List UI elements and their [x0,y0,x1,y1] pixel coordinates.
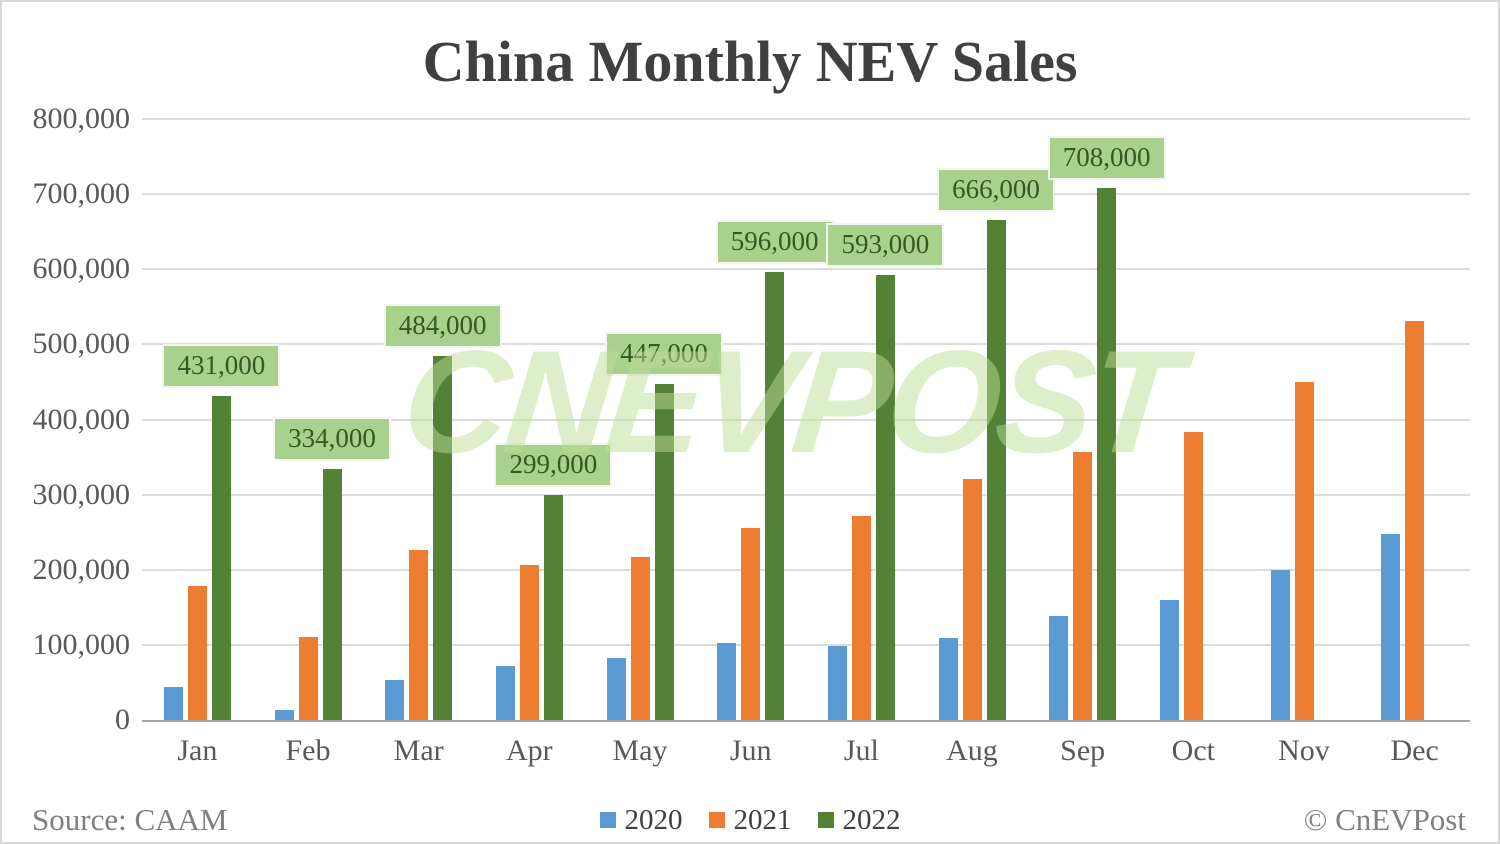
bar-2022-jan [211,396,231,720]
bar-2021-jan [187,585,207,720]
bar-2021-oct [1183,432,1203,720]
legend-swatch-2021 [708,812,725,828]
x-tick-label-jun: Jun [729,734,772,767]
legend-swatch-2020 [599,812,616,828]
y-tick-label: 800,000 [32,102,131,135]
legend-item-2021: 2021 [708,802,792,838]
x-tick-label-dec: Dec [1390,734,1439,767]
bar-2022-may [654,384,674,720]
bar-2020-jan [163,686,183,720]
bar-2021-apr [519,565,539,720]
bar-2020-oct [1159,599,1179,720]
gridline [142,268,1470,271]
footer-row: 2020 2021 2022 Source: CAAM © CnEVPost [2,800,1498,840]
bar-2022-apr [543,495,563,720]
data-label-2022-sep: 708,000 [1047,136,1166,181]
y-tick-label: 700,000 [32,177,131,211]
bar-2020-dec [1381,533,1401,720]
bar-2022-feb [322,469,342,720]
bar-2020-jun [717,643,737,720]
gridline [142,643,1470,646]
x-tick-label-apr: Apr [506,734,553,767]
bar-2020-apr [495,665,515,720]
gridline [142,418,1470,421]
plot-area: 431,000 334,000 484,000 299,000 447,000 596,0… [142,118,1470,722]
gridline [142,493,1470,496]
bar-2020-may [606,658,626,720]
x-tick-label-sep: Sep [1060,734,1106,767]
bar-2022-aug [986,219,1006,720]
x-tick-label-jul: Jul [843,734,879,767]
bar-2021-feb [298,637,318,720]
y-tick-label: 300,000 [32,477,131,511]
data-label-2022-jul: 593,000 [826,222,945,267]
data-label-2022-aug: 666,000 [937,167,1055,212]
x-tick-label-nov: Nov [1278,734,1330,767]
bar-2021-aug [962,478,982,720]
bar-2022-sep [1097,188,1117,720]
bar-2020-jul [827,646,847,720]
gridline [142,568,1470,571]
data-label-2022-feb: 334,000 [273,417,391,462]
legend-swatch-2022 [817,812,834,828]
x-tick-label-mar: Mar [393,734,444,767]
bar-2021-jun [741,527,761,720]
bar-2022-mar [433,356,453,720]
x-tick-label-oct: Oct [1171,734,1215,767]
data-label-2022-mar: 484,000 [383,304,502,349]
y-tick-label: 600,000 [32,252,131,286]
x-tick-label-aug: Aug [946,734,998,767]
legend: 2020 2021 2022 [2,800,1498,840]
data-label-2022-jun: 596,000 [715,220,834,265]
x-axis-line [142,720,1470,722]
x-tick-label-may: May [612,734,668,767]
legend-label-2021: 2021 [733,804,792,836]
bar-2021-may [630,556,650,720]
bar-2020-mar [385,680,405,720]
copyright-label: © CnEVPost [1303,802,1466,837]
data-label-2022-apr: 299,000 [494,443,613,488]
y-tick-label: 0 [115,703,130,736]
bar-2021-nov [1294,381,1314,720]
source-label: Source: CAAM [32,802,228,837]
bar-2022-jun [765,272,785,720]
bar-2020-sep [1049,616,1069,720]
y-tick-label: 400,000 [32,402,131,436]
chart-title: China Monthly NEV Sales [422,29,1078,94]
bar-2021-dec [1405,321,1425,720]
legend-item-2020: 2020 [599,802,683,838]
gridline [142,193,1470,196]
legend-label-2022: 2022 [842,804,901,836]
y-tick-label: 500,000 [32,327,131,361]
gridline [142,343,1470,346]
gridline [142,118,1470,120]
legend-item-2022: 2022 [817,802,901,838]
legend-label-2020: 2020 [624,804,683,836]
bar-2021-sep [1073,451,1093,720]
data-label-2022-jan: 431,000 [162,344,281,389]
y-tick-label: 200,000 [32,552,131,586]
bar-2020-aug [938,638,958,720]
bar-2020-nov [1270,569,1290,720]
bar-2022-jul [875,274,895,720]
bar-2021-mar [409,550,429,720]
y-tick-label: 100,000 [32,627,131,661]
x-tick-label-feb: Feb [285,734,331,767]
bar-2020-feb [274,710,294,720]
data-label-2022-may: 447,000 [605,332,723,377]
bar-2021-jul [851,516,871,720]
x-tick-label-jan: Jan [177,734,218,767]
